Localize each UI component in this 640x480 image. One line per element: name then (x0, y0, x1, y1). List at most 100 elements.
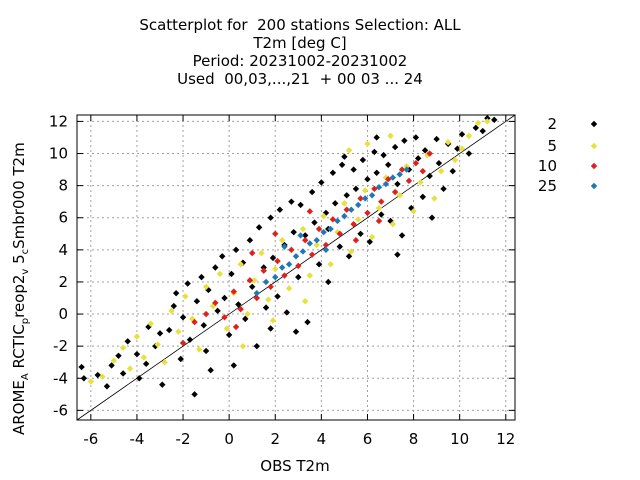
point-count-25 (292, 253, 300, 260)
point-count-5 (119, 344, 127, 351)
point-count-5 (239, 342, 247, 350)
point-count-10 (253, 294, 261, 302)
x-tick-label: 2 (270, 430, 280, 448)
point-count-10 (306, 208, 314, 215)
point-count-2 (366, 238, 373, 246)
point-count-2 (242, 315, 249, 323)
y-tick-label: 10 (49, 145, 68, 163)
point-count-2 (202, 347, 210, 355)
point-count-5 (444, 139, 452, 146)
point-count-2 (472, 124, 480, 132)
y-tick-label: -4 (53, 369, 68, 387)
point-count-2 (219, 253, 226, 260)
point-count-10 (232, 323, 240, 331)
point-count-5 (345, 147, 353, 154)
point-count-5 (202, 283, 210, 290)
point-count-2 (253, 342, 261, 350)
x-axis-label: OBS T2m (260, 457, 330, 475)
point-count-25 (297, 232, 304, 239)
point-count-2 (269, 254, 277, 262)
point-count-2 (378, 211, 385, 218)
point-count-2 (304, 318, 311, 326)
point-count-2 (302, 232, 309, 239)
point-count-25 (355, 201, 362, 209)
point-count-2 (491, 116, 498, 124)
point-count-5 (375, 204, 383, 212)
point-count-2 (267, 214, 274, 221)
point-count-2 (484, 115, 491, 122)
point-count-25 (327, 225, 334, 233)
point-count-5 (302, 298, 309, 305)
point-count-5 (140, 354, 148, 361)
point-count-25 (278, 264, 286, 271)
point-count-5 (278, 237, 286, 244)
point-count-2 (380, 151, 387, 159)
point-count-2 (184, 280, 191, 287)
point-count-5 (299, 225, 307, 233)
legend-marker (590, 142, 598, 150)
point-count-25 (396, 171, 403, 178)
point-count-2 (172, 289, 180, 297)
point-count-25 (334, 217, 341, 225)
point-count-10 (221, 314, 228, 321)
point-count-10 (246, 277, 254, 284)
y-tick-label: 4 (58, 241, 68, 259)
point-count-2 (221, 294, 228, 302)
point-count-5 (223, 325, 231, 332)
point-count-5 (474, 119, 482, 127)
title-line-2: T2m [deg C] (253, 34, 347, 52)
point-count-2 (136, 375, 143, 382)
point-count-10 (336, 230, 343, 237)
point-count-10 (237, 306, 244, 313)
point-count-5 (87, 378, 95, 385)
point-count-2 (331, 200, 339, 207)
point-count-10 (398, 166, 406, 173)
point-count-2 (103, 383, 111, 390)
point-count-2 (159, 381, 166, 388)
x-tick-label: -4 (129, 430, 144, 448)
point-count-25 (285, 261, 293, 268)
legend-label: 5 (547, 137, 557, 155)
point-count-2 (255, 224, 263, 231)
point-count-2 (315, 261, 323, 268)
legend-marker (590, 120, 598, 128)
point-count-10 (191, 318, 198, 326)
point-count-2 (133, 350, 141, 358)
point-count-10 (426, 150, 433, 157)
point-count-2 (338, 161, 346, 168)
point-count-10 (419, 167, 426, 175)
point-count-2 (458, 131, 466, 138)
point-count-10 (308, 251, 316, 258)
point-count-25 (299, 248, 307, 255)
point-count-5 (99, 373, 106, 380)
point-count-25 (382, 180, 390, 188)
point-count-5 (458, 145, 466, 152)
point-count-2 (318, 179, 325, 186)
point-count-5 (147, 320, 154, 327)
point-count-5 (285, 285, 293, 292)
point-count-10 (322, 241, 330, 249)
point-count-2 (283, 309, 290, 316)
point-count-2 (262, 304, 270, 311)
point-count-2 (267, 325, 274, 332)
point-count-2 (364, 176, 371, 183)
point-count-5 (133, 333, 141, 340)
point-count-2 (207, 367, 214, 374)
point-count-2 (177, 355, 184, 363)
point-count-2 (191, 391, 198, 398)
point-count-2 (454, 145, 461, 152)
point-count-5 (272, 265, 279, 273)
point-count-10 (375, 217, 383, 225)
point-count-5 (251, 277, 258, 284)
point-count-5 (327, 261, 334, 268)
point-count-10 (267, 283, 274, 290)
point-count-2 (124, 338, 131, 345)
point-count-2 (359, 156, 367, 164)
point-count-25 (322, 246, 330, 254)
point-count-10 (352, 237, 360, 244)
point-count-2 (228, 270, 235, 278)
point-count-2 (308, 188, 316, 196)
x-tick-label: 8 (409, 430, 419, 448)
legend-label: 25 (538, 177, 557, 195)
